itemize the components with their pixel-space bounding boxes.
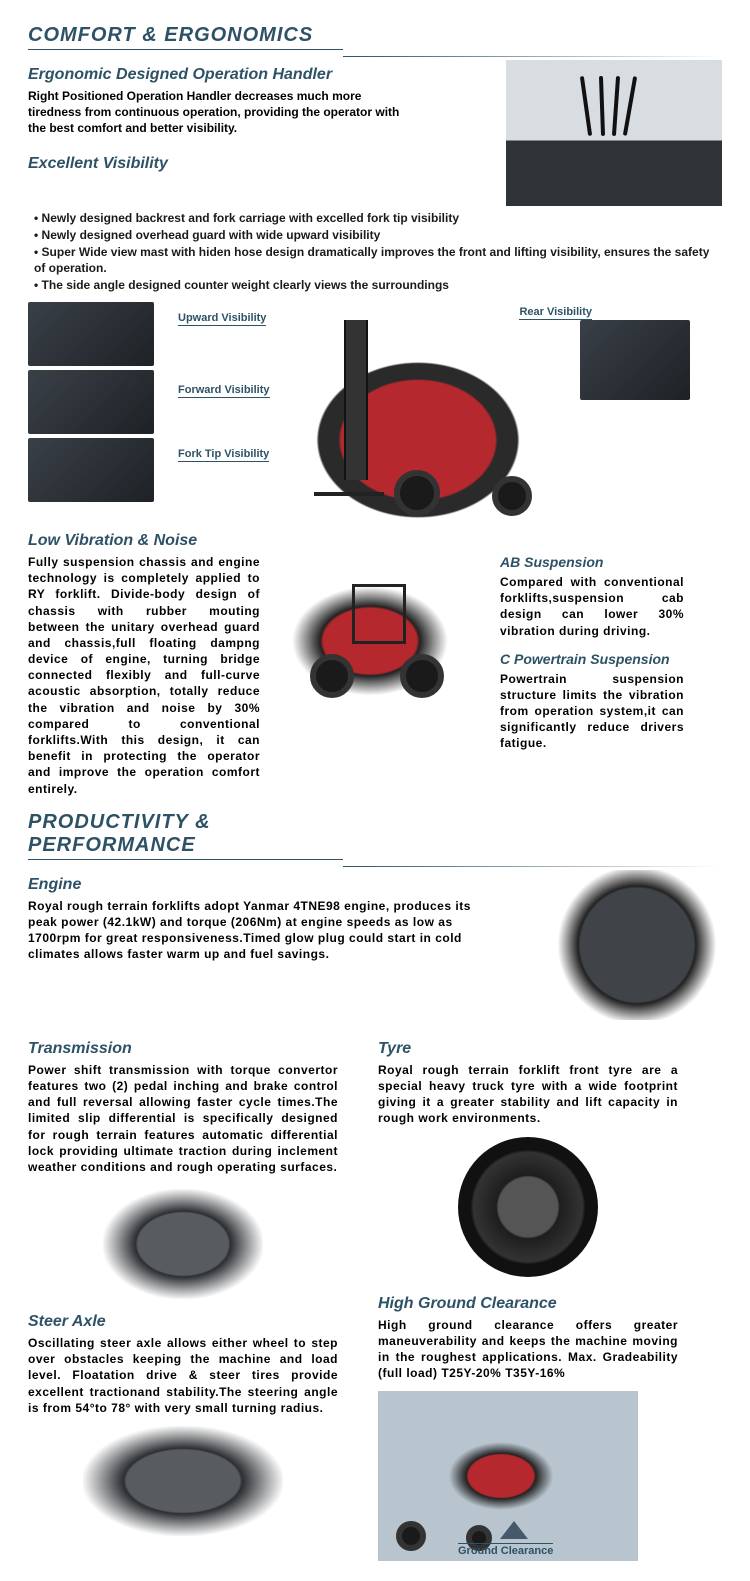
tyre-image (458, 1137, 598, 1277)
trans-body: Power shift transmission with torque con… (28, 1062, 338, 1175)
bullet: The side angle designed counter weight c… (34, 277, 722, 294)
lowvib-title: Low Vibration & Noise (28, 532, 722, 550)
transmission-image (103, 1189, 263, 1299)
ergo-title: Ergonomic Designed Operation Handler (28, 66, 490, 84)
ergo-body: Right Positioned Operation Handler decre… (28, 88, 418, 137)
suspension-body: Compared with conventional forklifts,sus… (500, 574, 684, 639)
handler-image (506, 60, 722, 206)
suspension-title: AB Suspension (500, 554, 684, 570)
forklift-side-image (314, 320, 574, 520)
arrow-up-icon (500, 1521, 528, 1539)
powertrain-title: C Powertrain Suspension (500, 651, 684, 667)
label-forktip: Fork Tip Visibility (178, 448, 269, 462)
ground-clearance-diagram: Ground Clearance (378, 1391, 638, 1561)
engine-body: Royal rough terrain forklifts adopt Yanm… (28, 898, 488, 963)
label-forward: Forward Visibility (178, 384, 270, 398)
steer-body: Oscillating steer axle allows either whe… (28, 1335, 338, 1416)
label-upward: Upward Visibility (178, 312, 266, 326)
ground-clearance-label: Ground Clearance (458, 1543, 553, 1557)
thumb-rear (580, 320, 690, 400)
lowvib-body: Fully suspension chassis and engine tech… (28, 554, 260, 797)
thumb-forward (28, 370, 154, 434)
steer-title: Steer Axle (28, 1313, 338, 1331)
engine-title: Engine (28, 876, 536, 894)
bullet: Super Wide view mast with hiden hose des… (34, 244, 722, 278)
trans-title: Transmission (28, 1040, 338, 1058)
bullet: Newly designed overhead guard with wide … (34, 227, 722, 244)
ground-body: High ground clearance offers greater man… (378, 1317, 678, 1382)
tyre-title: Tyre (378, 1040, 678, 1058)
section-header-productivity: PRODUCTIVITY & PERFORMANCE (28, 811, 722, 870)
section-title: COMFORT & ERGONOMICS (28, 24, 343, 50)
bullet: Newly designed backrest and fork carriag… (34, 210, 722, 227)
label-rear: Rear Visibility (519, 306, 592, 320)
visibility-title: Excellent Visibility (28, 155, 490, 173)
visibility-bullets: Newly designed backrest and fork carriag… (28, 210, 722, 294)
tyre-body: Royal rough terrain forklift front tyre … (378, 1062, 678, 1127)
powertrain-body: Powertrain suspension structure limits t… (500, 671, 684, 752)
visibility-thumbs (28, 302, 162, 506)
steer-axle-image (83, 1426, 283, 1536)
ground-title: High Ground Clearance (378, 1295, 678, 1313)
thumb-forktip (28, 438, 154, 502)
section-header-comfort: COMFORT & ERGONOMICS (28, 24, 722, 60)
engine-image (552, 870, 722, 1020)
thumb-upward (28, 302, 154, 366)
section-title: PRODUCTIVITY & PERFORMANCE (28, 811, 343, 860)
forklift-small-image (280, 564, 480, 704)
